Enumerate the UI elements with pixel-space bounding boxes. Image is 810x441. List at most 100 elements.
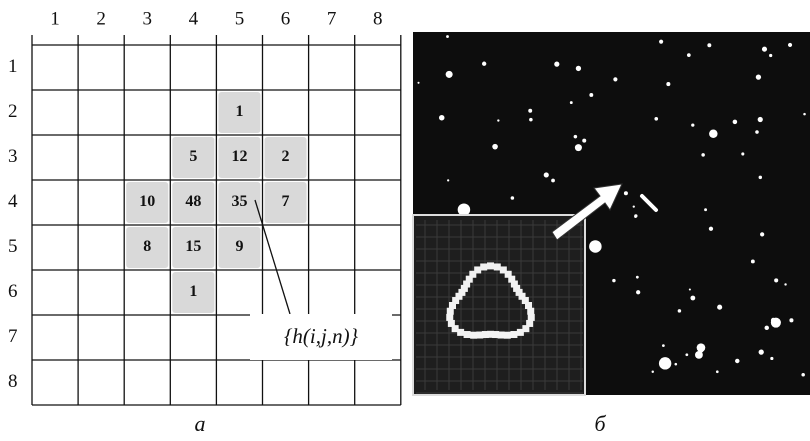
column-label: 8 (373, 8, 383, 29)
inset-pixel (487, 330, 494, 338)
star (446, 35, 449, 38)
column-label: 7 (327, 8, 337, 29)
star (612, 278, 616, 283)
star (574, 144, 582, 152)
star (709, 129, 718, 139)
inset-pixel (503, 331, 511, 339)
star (760, 232, 765, 237)
star (755, 130, 759, 134)
row-label: 4 (8, 191, 18, 212)
star (741, 152, 745, 156)
star (674, 362, 678, 366)
cell-value: 1 (189, 283, 197, 300)
caption: а (195, 411, 206, 436)
caption: б (594, 411, 606, 436)
row-label: 8 (8, 371, 18, 392)
row-label: 1 (8, 56, 18, 77)
inset-pixel (452, 297, 460, 305)
inset-pixel (504, 270, 512, 278)
inset-pixel (458, 288, 466, 296)
inset-pixel (470, 331, 478, 339)
column-label: 4 (189, 8, 199, 29)
star (758, 349, 764, 355)
cell-shade (172, 227, 215, 268)
star (634, 214, 638, 218)
star (774, 278, 779, 283)
inset-pixel (527, 307, 535, 315)
star (582, 138, 587, 143)
column-label: 5 (235, 8, 245, 29)
star (691, 123, 695, 127)
star (801, 373, 805, 377)
inset-pixel (521, 297, 529, 305)
star (708, 226, 714, 231)
inset-pixel (463, 331, 471, 339)
star (482, 61, 487, 66)
inset-pixel (460, 284, 468, 292)
cell-value: 5 (189, 148, 197, 165)
star (690, 295, 696, 301)
star (654, 116, 659, 121)
star (769, 53, 773, 58)
inset-pixel (515, 288, 523, 296)
inset-content (416, 220, 583, 394)
cell-shade (218, 182, 261, 223)
inset-pixel (469, 270, 477, 278)
star (707, 43, 712, 48)
star (666, 82, 671, 87)
inset-pixel (518, 292, 526, 300)
row-label: 6 (8, 281, 18, 302)
star (589, 240, 602, 253)
inset-pixel (446, 313, 454, 321)
star (770, 317, 776, 323)
annotation: {h(i,j,n)} (284, 324, 359, 348)
cell-value: 7 (282, 193, 290, 210)
cell-value: 9 (235, 238, 243, 255)
star (717, 304, 723, 310)
inset-pixel (476, 331, 484, 339)
column-label: 3 (143, 8, 153, 29)
inset-pixel (487, 262, 494, 270)
star (575, 65, 582, 72)
star (688, 288, 691, 291)
cell-shade (172, 137, 215, 178)
cell-value: 1 (235, 103, 243, 120)
inset-pixel (481, 331, 489, 339)
star (803, 112, 806, 116)
inset-pixel (474, 266, 482, 274)
inset-pixel (447, 319, 455, 327)
inset-pixel (499, 266, 507, 274)
star (438, 114, 445, 121)
inset-pixel (513, 284, 521, 292)
inset-pixel (508, 275, 516, 283)
star (623, 191, 628, 196)
cell-shade (218, 227, 261, 268)
star (543, 172, 549, 178)
star (755, 74, 762, 80)
star (701, 153, 705, 157)
star (750, 259, 755, 264)
star (704, 208, 707, 212)
star (757, 116, 763, 123)
star (497, 119, 500, 122)
column-label: 6 (281, 8, 291, 29)
inset (412, 214, 586, 396)
cell-shade (218, 137, 261, 178)
star (529, 117, 533, 122)
row-label: 2 (8, 101, 18, 122)
cell-shade (264, 137, 307, 178)
star (445, 70, 453, 78)
inset-pixel (527, 313, 535, 321)
star (636, 290, 641, 295)
star (417, 81, 420, 84)
column-label: 2 (96, 8, 106, 29)
star (640, 194, 658, 212)
stars (417, 35, 806, 377)
row-label: 5 (8, 236, 18, 257)
star (787, 42, 793, 48)
inset-pixel (446, 307, 454, 315)
star (758, 175, 763, 180)
star (635, 275, 639, 279)
